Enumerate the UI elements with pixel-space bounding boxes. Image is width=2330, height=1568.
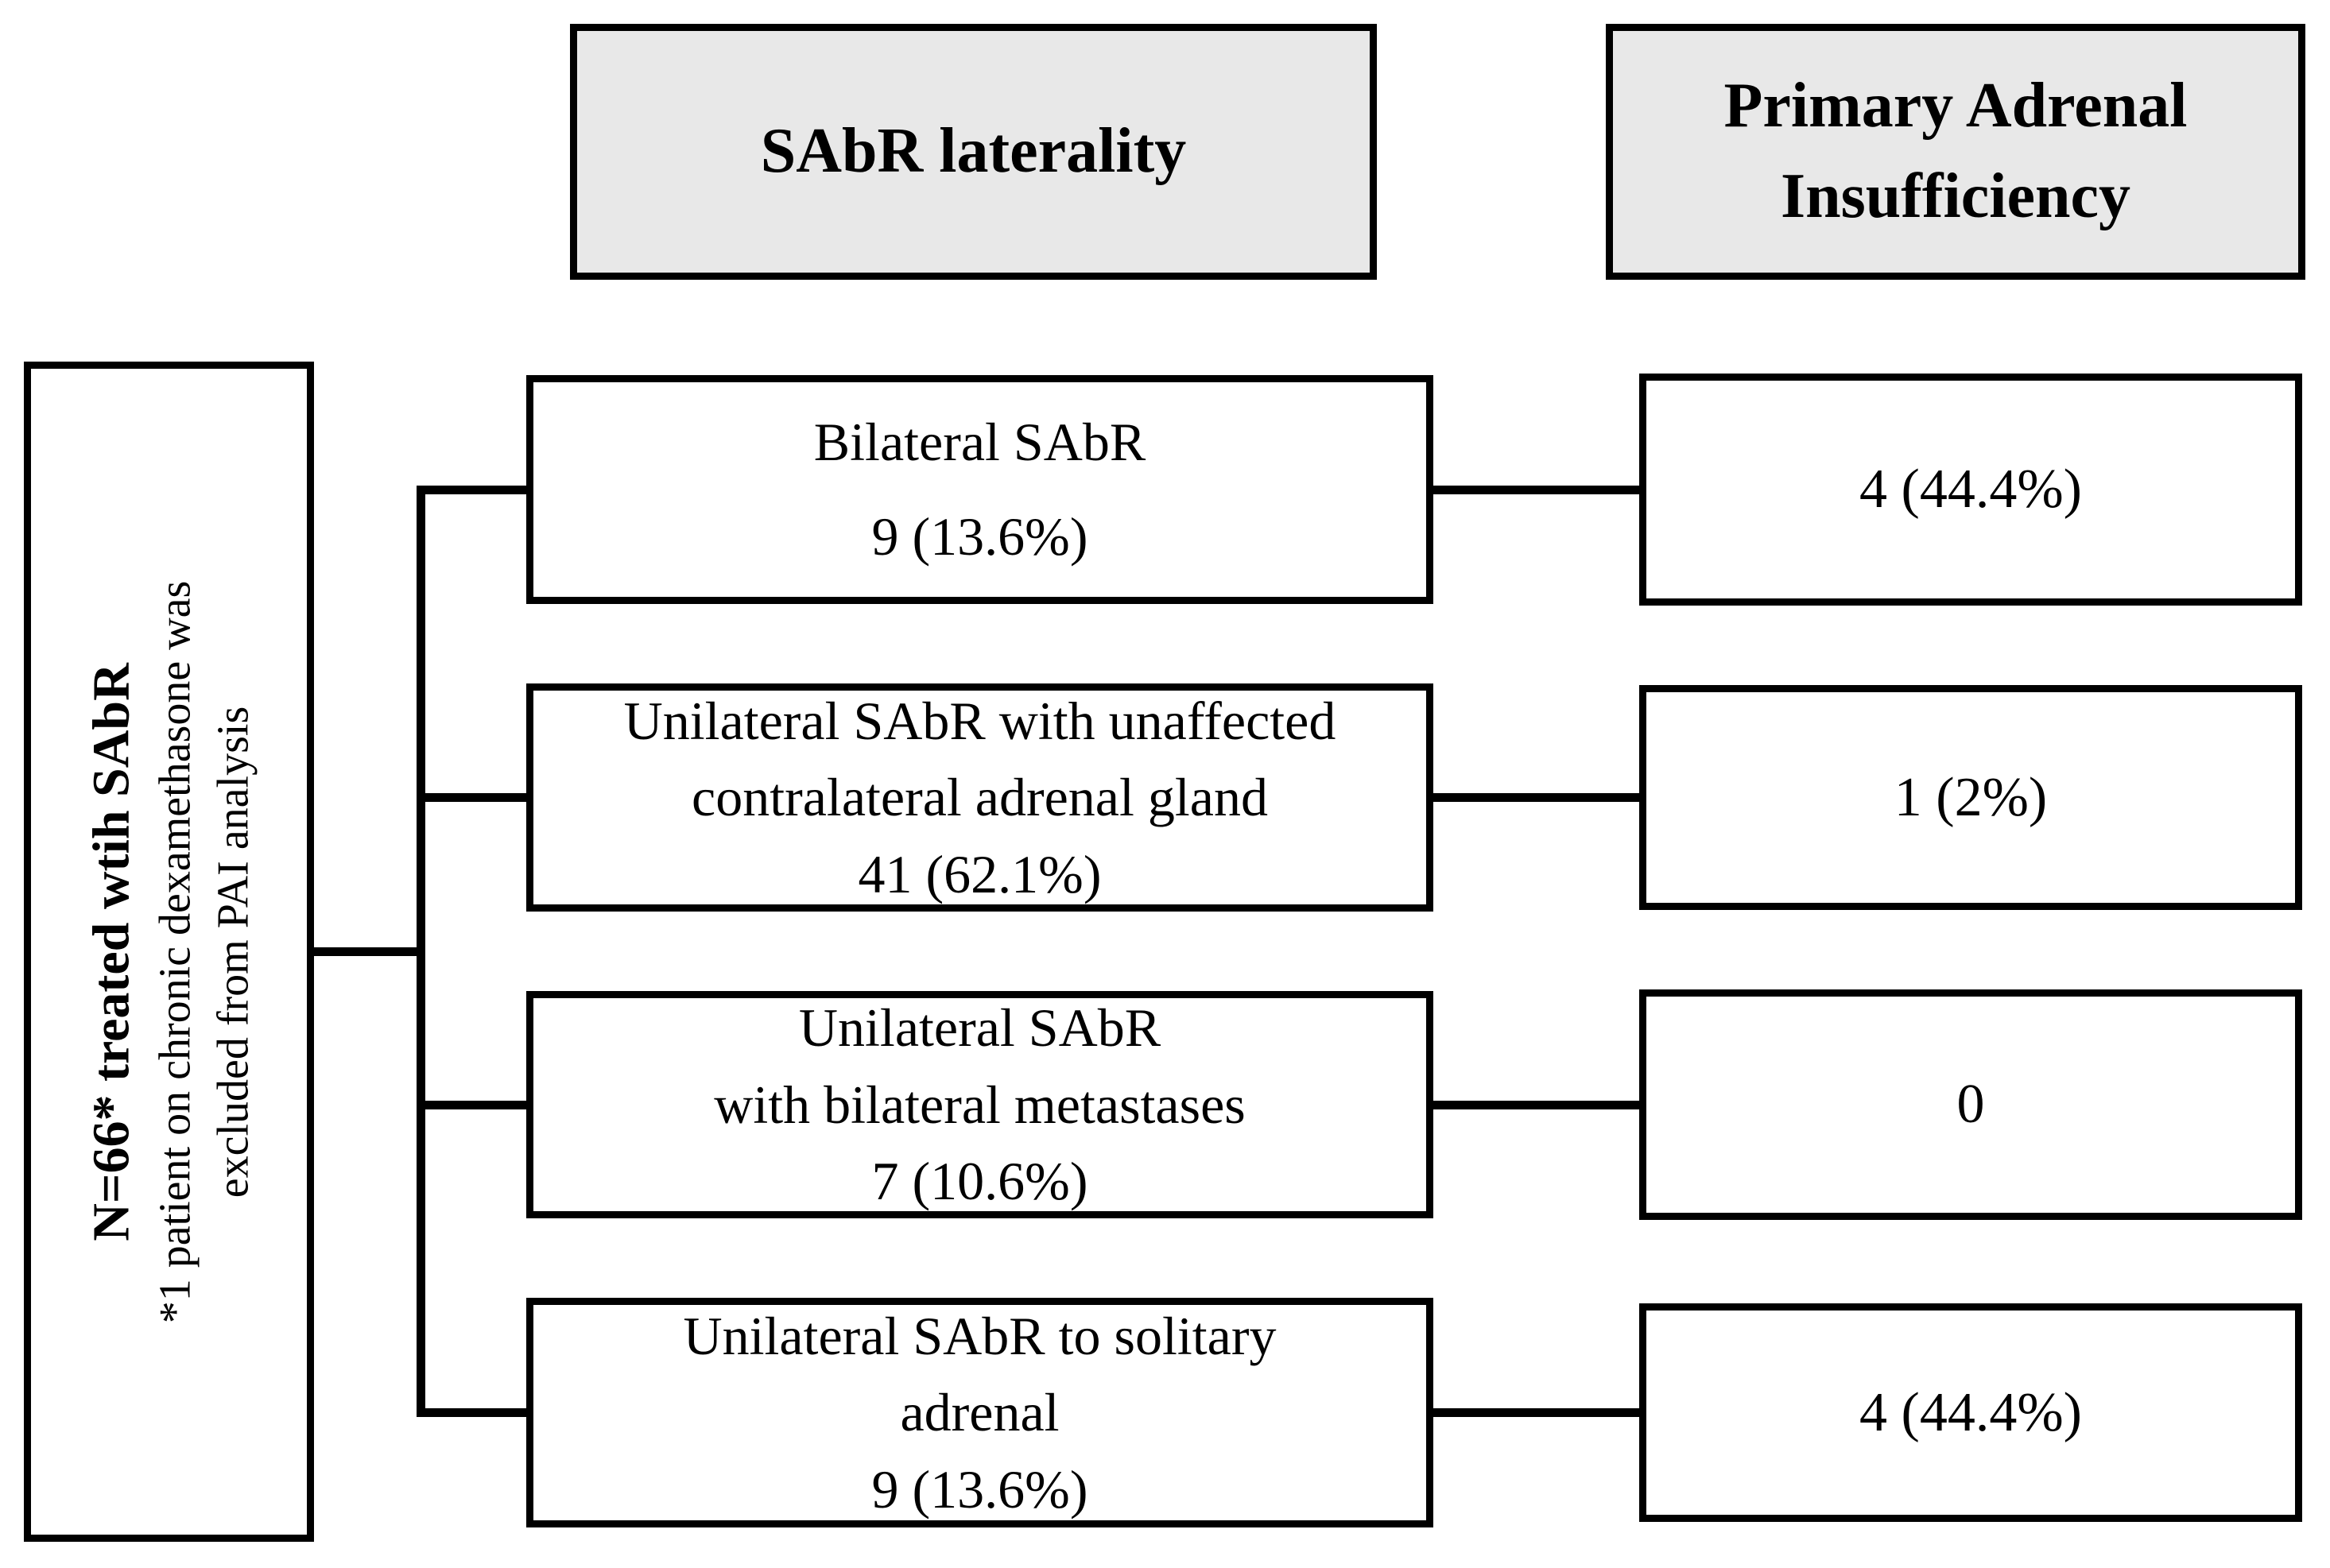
laterality-box-unilateral-unaffected-line1: Unilateral SAbR with unaffected (623, 690, 1336, 751)
connector-link-unilateral-solitary-pai (1433, 1408, 1639, 1417)
connector-branch-unilateral-bilateral-mets (417, 1101, 526, 1109)
laterality-box-unilateral-solitary-line1: Unilateral SAbR to solitary (683, 1305, 1277, 1366)
laterality-box-unilateral-bilateral-mets-line2: with bilateral metastases (714, 1074, 1246, 1135)
connector-link-unilateral-unaffected-pai (1433, 793, 1639, 802)
pai-box-unilateral-bilateral-mets-value: 0 (1956, 1074, 1985, 1135)
pai-box-unilateral-unaffected: 1 (2%) (1639, 685, 2302, 910)
header-sabr-laterality: SAbR laterality (570, 24, 1377, 280)
laterality-box-bilateral: Bilateral SAbR 9 (13.6%) (526, 375, 1433, 604)
cohort-title: N=66* treated wtih SAbR (82, 662, 141, 1241)
laterality-box-unilateral-bilateral-mets-line1: Unilateral SAbR (798, 997, 1161, 1059)
connector-branch-unilateral-unaffected (417, 793, 526, 802)
cohort-footnote-line2: excluded from PAI analysis (208, 706, 258, 1198)
laterality-box-unilateral-bilateral-mets: Unilateral SAbR with bilateral metastase… (526, 991, 1433, 1218)
laterality-box-unilateral-unaffected-line2: contralateral adrenal gland (692, 767, 1268, 828)
pai-box-unilateral-bilateral-mets: 0 (1639, 989, 2302, 1220)
header-primary-adrenal-insufficiency-label: Primary Adrenal Insufficiency (1723, 71, 2188, 231)
connector-branch-unilateral-solitary (417, 1408, 526, 1417)
laterality-box-bilateral-line1: Bilateral SAbR (813, 412, 1146, 472)
cohort-rotated-text: N=66* treated wtih SAbR *1 patient on ch… (76, 369, 262, 1535)
connector-root-stem (314, 947, 425, 956)
header-sabr-laterality-label: SAbR laterality (760, 116, 1187, 187)
cohort-box: N=66* treated wtih SAbR *1 patient on ch… (24, 362, 314, 1542)
laterality-box-unilateral-bilateral-mets-count: 7 (10.6%) (871, 1151, 1088, 1212)
laterality-box-bilateral-count: 9 (13.6%) (871, 506, 1088, 567)
pai-box-bilateral-value: 4 (44.4%) (1859, 459, 2082, 520)
laterality-box-unilateral-unaffected: Unilateral SAbR with unaffected contrala… (526, 683, 1433, 912)
laterality-box-unilateral-unaffected-count: 41 (62.1%) (858, 843, 1102, 904)
cohort-footnote-line1: *1 patient on chronic dexamethasone was (150, 580, 200, 1323)
laterality-box-unilateral-solitary: Unilateral SAbR to solitary adrenal 9 (1… (526, 1298, 1433, 1527)
pai-box-unilateral-unaffected-value: 1 (2%) (1894, 766, 2048, 828)
pai-box-unilateral-solitary: 4 (44.4%) (1639, 1303, 2302, 1522)
pai-box-bilateral: 4 (44.4%) (1639, 374, 2302, 606)
connector-trunk (417, 486, 425, 1417)
laterality-box-unilateral-solitary-line2: adrenal (900, 1382, 1060, 1443)
connector-branch-bilateral (417, 486, 526, 494)
header-primary-adrenal-insufficiency: Primary Adrenal Insufficiency (1606, 24, 2305, 280)
connector-link-unilateral-bilateral-mets-pai (1433, 1101, 1639, 1109)
laterality-box-unilateral-solitary-count: 9 (13.6%) (871, 1458, 1088, 1520)
pai-box-unilateral-solitary-value: 4 (44.4%) (1859, 1381, 2082, 1443)
connector-link-bilateral-pai (1433, 486, 1639, 494)
